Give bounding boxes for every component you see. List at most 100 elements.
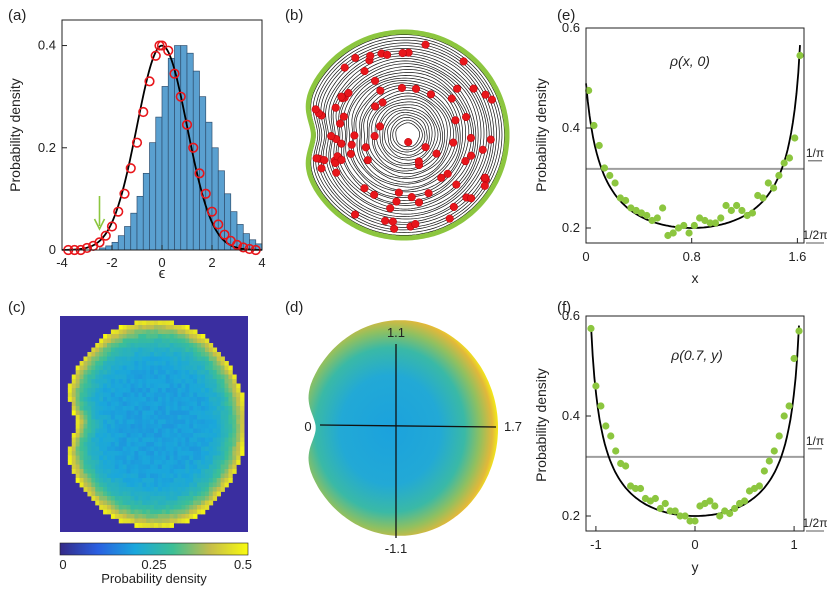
heatmap-cell xyxy=(71,397,77,402)
heatmap-cell xyxy=(122,442,127,447)
heatmap-cell xyxy=(134,500,139,506)
heatmap-cell xyxy=(118,464,124,470)
heatmap-cell xyxy=(169,419,174,425)
heatmap-cell xyxy=(169,523,174,528)
heatmap-cell xyxy=(118,325,124,330)
heatmap-cell xyxy=(150,361,155,366)
heatmap-cell xyxy=(185,514,190,519)
heatmap-cell xyxy=(126,347,131,353)
charge-point xyxy=(337,139,346,148)
heatmap-cell xyxy=(204,464,210,470)
heatmap-cell xyxy=(204,473,210,479)
heatmap-cell xyxy=(197,361,202,366)
heatmap-cell xyxy=(204,410,210,416)
heatmap-cell xyxy=(142,518,147,524)
heatmap-cell xyxy=(83,437,88,443)
heatmap-cell xyxy=(208,433,214,438)
heatmap-cell xyxy=(236,410,241,416)
heatmap-cell xyxy=(83,464,88,470)
heatmap-cell xyxy=(87,487,92,492)
heatmap-cell xyxy=(107,370,112,375)
heatmap-cell xyxy=(181,433,186,438)
heatmap-cell xyxy=(220,487,225,492)
heatmap-cell xyxy=(154,325,159,330)
heatmap-cell xyxy=(95,469,100,474)
heatmap-cell xyxy=(224,437,229,443)
heatmap-cell xyxy=(173,482,178,488)
heatmap-cell xyxy=(142,523,147,528)
heatmap-cell xyxy=(201,347,206,353)
heatmap-cell xyxy=(103,361,108,366)
charge-point xyxy=(311,105,320,114)
heatmap-cell xyxy=(201,451,206,456)
heatmap-cell xyxy=(134,455,139,461)
heatmap-cell xyxy=(185,451,190,456)
heatmap-cell xyxy=(71,410,77,416)
heatmap-cell xyxy=(122,460,127,465)
heatmap-cell xyxy=(169,505,174,510)
xlabel-e: x xyxy=(692,270,699,286)
heatmap-cell xyxy=(91,442,96,447)
heatmap-cell xyxy=(181,356,186,362)
heatmap-cell xyxy=(142,464,147,470)
heatmap-cell xyxy=(122,379,127,384)
data-point xyxy=(775,171,783,180)
heatmap-cell xyxy=(177,469,182,474)
heatmap-cell xyxy=(118,487,124,492)
heatmap-cell xyxy=(91,446,96,452)
heatmap-cell xyxy=(154,509,159,515)
heatmap-cell xyxy=(91,433,96,438)
data-circle xyxy=(113,206,124,217)
heatmap-cell xyxy=(146,388,151,393)
histogram-bar xyxy=(124,226,132,251)
heatmap-cell xyxy=(177,482,182,488)
heatmap-cell xyxy=(150,343,155,348)
heatmap-cell xyxy=(177,379,182,384)
heatmap-cell xyxy=(95,347,100,353)
heatmap-cell xyxy=(185,334,190,339)
heatmap-cell xyxy=(165,446,171,452)
heatmap-cell xyxy=(130,347,135,353)
heatmap-cell xyxy=(87,428,92,434)
heatmap-cell xyxy=(134,415,139,420)
heatmap-cell xyxy=(232,392,237,398)
heatmap-cell xyxy=(177,410,182,416)
heatmap-cell xyxy=(228,428,233,434)
heatmap-cell xyxy=(161,397,167,402)
heatmap-cell xyxy=(71,437,77,443)
heatmap-cell xyxy=(142,424,147,429)
contour-line xyxy=(337,63,477,206)
heatmap-cell xyxy=(224,442,229,447)
heatmap-cell xyxy=(154,433,159,438)
heatmap-cell xyxy=(138,370,143,375)
heatmap-cell xyxy=(154,406,159,411)
heatmap-cell xyxy=(99,379,104,384)
ylabel-e: Probability density xyxy=(533,78,549,192)
contour-line xyxy=(374,101,441,170)
heatmap-cell xyxy=(204,428,210,434)
heatmap-cell xyxy=(79,401,84,407)
heatmap-cell xyxy=(181,419,186,425)
xtick-label: 1.6 xyxy=(788,249,806,264)
heatmap-cell xyxy=(107,401,112,407)
data-circle xyxy=(106,221,118,232)
heatmap-cell xyxy=(169,343,174,348)
heatmap-cell xyxy=(107,406,112,411)
heatmap-cell xyxy=(169,356,174,362)
heatmap-cell xyxy=(204,347,210,353)
heatmap-cell xyxy=(87,406,92,411)
heatmap-cell xyxy=(126,325,131,330)
heatmap-cell xyxy=(197,446,202,452)
heatmap-cell xyxy=(201,388,206,393)
heatmap-cell xyxy=(220,464,225,470)
heatmap-cell xyxy=(114,469,120,474)
heatmap-cell xyxy=(99,365,104,371)
heatmap-cell xyxy=(204,352,210,357)
histogram-bar xyxy=(180,45,188,251)
heatmap-cell xyxy=(232,388,237,393)
heatmap-cell xyxy=(99,505,104,510)
heatmap-cell xyxy=(181,505,186,510)
heatmap-cell xyxy=(220,365,225,371)
heatmap-cell xyxy=(122,347,127,353)
heatmap-cell xyxy=(103,478,108,483)
